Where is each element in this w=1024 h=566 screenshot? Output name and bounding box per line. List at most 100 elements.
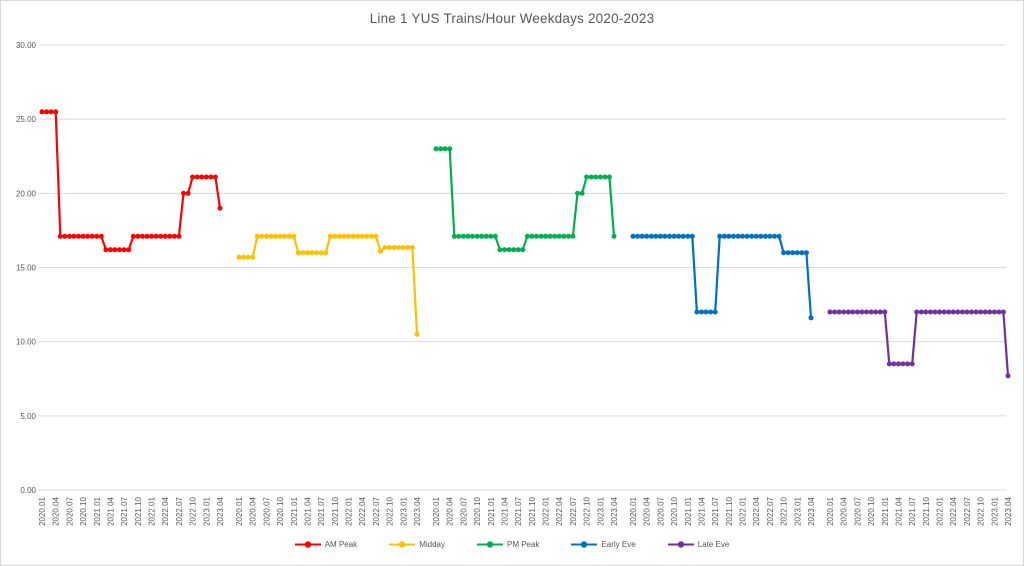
data-point — [873, 309, 879, 315]
data-point — [190, 174, 196, 180]
data-point — [868, 309, 874, 315]
data-point — [171, 233, 177, 239]
data-point — [845, 309, 851, 315]
data-point — [735, 233, 741, 239]
x-tick-label: 2023.01 — [202, 496, 211, 525]
data-point — [483, 233, 489, 239]
legend-label: AM Peak — [324, 540, 358, 549]
x-tick-label: 2020.01 — [235, 496, 244, 525]
x-tick-label: 2021.07 — [120, 496, 129, 525]
data-point — [396, 245, 402, 250]
data-point — [350, 233, 356, 239]
y-tick-label: 10.00 — [16, 338, 37, 347]
data-point — [391, 245, 397, 250]
data-point — [896, 361, 901, 367]
x-tick-label: 2022.07 — [766, 496, 775, 525]
data-point — [644, 233, 650, 239]
y-tick-label: 25.00 — [16, 115, 37, 124]
data-point — [273, 233, 278, 239]
data-point — [799, 250, 805, 256]
x-tick-label: 2020.07 — [656, 496, 665, 525]
data-point — [135, 233, 141, 239]
legend-item-midday: Midday — [389, 540, 445, 549]
data-point — [282, 233, 288, 239]
data-point — [442, 146, 448, 152]
data-point — [689, 233, 695, 239]
data-point — [460, 233, 466, 239]
data-point — [117, 247, 123, 253]
data-point — [71, 233, 77, 239]
data-point — [891, 361, 897, 367]
data-point — [66, 233, 72, 239]
data-point — [648, 233, 654, 239]
data-point — [529, 233, 535, 239]
data-point — [76, 233, 81, 239]
legend-label: Midday — [419, 540, 445, 549]
data-point — [85, 233, 91, 239]
data-point — [323, 250, 329, 256]
x-tick-label: 2020.10 — [276, 496, 285, 525]
x-tick-label: 2022.10 — [977, 496, 986, 525]
data-point — [850, 309, 856, 315]
x-tick-label: 2020.07 — [459, 496, 468, 525]
data-point — [149, 233, 154, 239]
data-point — [790, 250, 796, 256]
x-tick-label: 2022.07 — [175, 496, 184, 525]
data-point — [57, 233, 63, 239]
data-point — [80, 233, 86, 239]
data-point — [382, 245, 388, 250]
data-point — [597, 174, 603, 180]
x-tick-label: 2020.10 — [867, 496, 876, 525]
data-point — [456, 233, 462, 239]
data-point — [941, 309, 947, 315]
data-point — [94, 233, 100, 239]
data-point — [900, 361, 906, 367]
x-tick-label: 2021.07 — [514, 496, 523, 525]
data-point — [208, 174, 214, 180]
data-point — [740, 233, 745, 239]
x-tick-label: 2021.01 — [684, 496, 693, 525]
data-point — [836, 309, 842, 315]
data-point — [236, 254, 242, 260]
x-tick-label: 2021.07 — [908, 496, 917, 525]
data-point — [657, 233, 663, 239]
x-tick-label: 2020.10 — [670, 496, 679, 525]
data-point — [203, 174, 209, 180]
x-tick-label: 2021.10 — [134, 496, 143, 525]
data-point — [561, 233, 567, 239]
series-midday — [236, 233, 420, 337]
data-point — [959, 309, 965, 315]
x-tick-label: 2023.01 — [793, 496, 802, 525]
x-tick-label: 2022.10 — [583, 496, 592, 525]
data-point — [982, 309, 988, 315]
x-tick-label: 2021.01 — [487, 496, 496, 525]
data-point — [762, 233, 768, 239]
x-tick-label: 2022.10 — [386, 496, 395, 525]
x-tick-label: 2020.01 — [38, 496, 47, 525]
data-point — [864, 309, 869, 315]
x-tick-label: 2022.01 — [542, 496, 551, 525]
data-point — [470, 233, 475, 239]
x-tick-label: 2023.04 — [1004, 496, 1013, 525]
x-tick-label: 2021.04 — [697, 496, 706, 525]
data-point — [268, 233, 274, 239]
data-point — [854, 309, 860, 315]
data-point — [355, 233, 361, 239]
data-point — [565, 233, 571, 239]
x-tick-label: 2022.04 — [949, 496, 958, 525]
x-tick-label: 2021.04 — [894, 496, 903, 525]
x-tick-label: 2020.04 — [446, 496, 455, 525]
data-point — [98, 233, 104, 239]
x-tick-label: 2021.01 — [93, 496, 102, 525]
x-tick-label: 2021.01 — [290, 496, 299, 525]
gridlines — [39, 44, 1006, 491]
x-tick-label: 2023.01 — [990, 496, 999, 525]
y-tick-label: 20.00 — [16, 189, 37, 198]
data-point — [579, 190, 585, 196]
data-point — [295, 250, 301, 256]
data-point — [286, 233, 292, 239]
chart-title: Line 1 YUS Trains/Hour Weekdays 2020-202… — [369, 11, 655, 26]
data-point — [291, 233, 297, 239]
